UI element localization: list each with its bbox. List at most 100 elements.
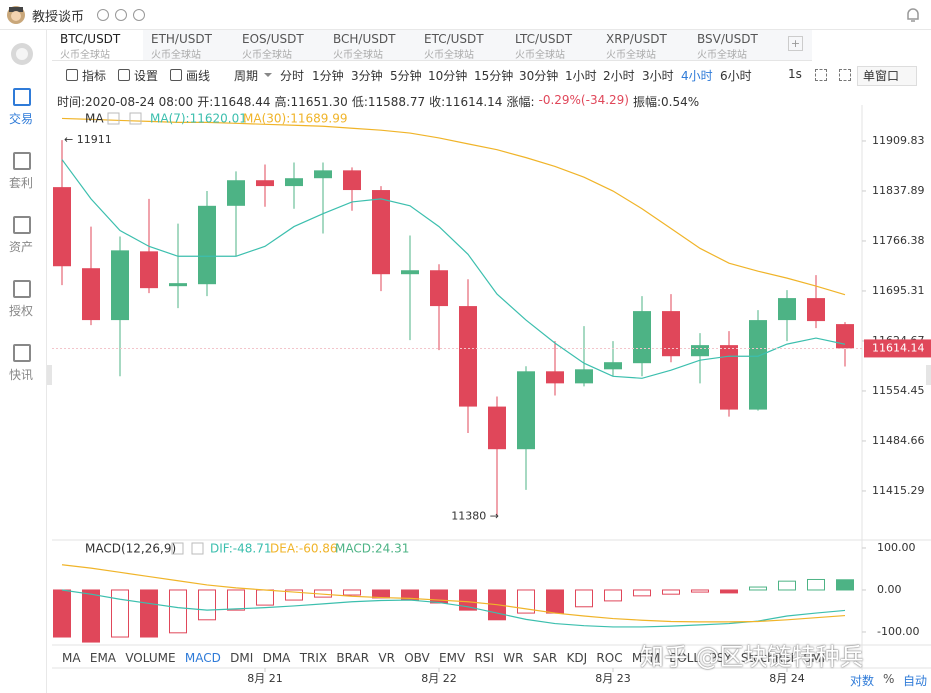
indicator-tab[interactable]: BRAR: [336, 651, 370, 665]
app-title: 教授谈币: [32, 10, 85, 25]
tab[interactable]: BTC/USDT 火币全球站: [52, 30, 143, 61]
indicator-tab[interactable]: MACD: [184, 651, 221, 665]
tab[interactable]: ETH/USDT 火币全球站: [143, 30, 234, 61]
tab-pair: XRP/USDT: [606, 32, 667, 46]
sidebar-label[interactable]: 授权: [9, 304, 34, 318]
indicator-tab[interactable]: DMI: [230, 651, 254, 665]
interval-button[interactable]: 3小时: [642, 69, 674, 83]
indicator-tab[interactable]: ROC: [596, 651, 623, 665]
candle-body: [198, 205, 216, 285]
tool-icon[interactable]: [170, 69, 182, 81]
indicator-tab[interactable]: SAR: [532, 651, 558, 665]
macd-bar: [575, 589, 593, 608]
macd-bar: [343, 589, 361, 596]
y-tick-label: 11415.29: [872, 484, 925, 497]
interval-button[interactable]: 1分钟: [312, 69, 344, 83]
interval-button[interactable]: 1小时: [565, 69, 597, 83]
sidebar-icon[interactable]: [13, 344, 31, 362]
sidebar-label[interactable]: 资产: [9, 240, 34, 254]
indicator-tab[interactable]: SMI: [803, 651, 826, 665]
add-tab[interactable]: +: [788, 36, 803, 51]
tab-pair: BTC/USDT: [60, 32, 121, 46]
interval-button[interactable]: 3分钟: [351, 69, 383, 83]
window-select[interactable]: [857, 66, 917, 86]
interval-button[interactable]: 分时: [280, 69, 305, 83]
indicator-tab[interactable]: MA: [62, 651, 81, 665]
indicator-tab[interactable]: KDJ: [566, 651, 588, 665]
indicator-tab[interactable]: RSI: [474, 651, 494, 665]
indicator-tab[interactable]: OBV: [404, 651, 430, 665]
candle-body: [82, 268, 100, 321]
last-price-tag: [864, 339, 931, 358]
tab[interactable]: BSV/USDT 火币全球站: [689, 30, 780, 61]
sidebar-label[interactable]: 交易: [9, 112, 34, 126]
candle-body: [662, 311, 680, 357]
axis-option[interactable]: 自动: [903, 674, 928, 688]
candle-body: [343, 170, 361, 191]
sidebar: 交易套利资产授权快讯: [0, 30, 47, 693]
toolbar-icon[interactable]: [815, 69, 827, 81]
sidebar-icon[interactable]: [13, 152, 31, 170]
legend-item: MACD:24.31: [335, 542, 409, 556]
interval-button[interactable]: 15分钟: [474, 69, 514, 83]
info-item: 开:11648.44: [197, 95, 271, 109]
indicator-tab[interactable]: EMV: [439, 651, 466, 665]
tab[interactable]: EOS/USDT 火币全球站: [234, 30, 325, 61]
y-tick-label: 0.00: [877, 583, 902, 596]
interval-button[interactable]: 5分钟: [390, 69, 422, 83]
axis-option[interactable]: %: [883, 672, 895, 686]
candle-body: [633, 311, 651, 364]
legend-icon: [129, 112, 142, 125]
tab[interactable]: LTC/USDT 火币全球站: [507, 30, 598, 61]
interval-button[interactable]: 4小时: [681, 69, 713, 83]
sidebar-icon[interactable]: [13, 280, 31, 298]
sidebar-label[interactable]: 快讯: [9, 368, 34, 382]
sidebar-label[interactable]: 套利: [9, 176, 34, 190]
tab[interactable]: ETC/USDT 火币全球站: [416, 30, 507, 61]
bell-icon[interactable]: [904, 6, 922, 24]
tool-icon[interactable]: [66, 69, 78, 81]
interval-button[interactable]: 6小时: [720, 69, 752, 83]
period-label[interactable]: 周期: [234, 69, 259, 83]
window-label[interactable]: 单窗口: [863, 69, 900, 83]
sidebar-icon[interactable]: [13, 88, 31, 106]
tab[interactable]: XRP/USDT 火币全球站: [598, 30, 689, 61]
indicator-tab[interactable]: BOLL: [669, 651, 701, 665]
tool-icon[interactable]: [118, 69, 130, 81]
indicator-tab[interactable]: DMA: [262, 651, 291, 665]
avatar[interactable]: [6, 5, 26, 25]
tab[interactable]: BCH/USDT 火币全球站: [325, 30, 416, 61]
macd-bar: [691, 589, 709, 593]
ma-line: [61, 159, 846, 379]
axis-option[interactable]: 对数: [850, 674, 875, 688]
tool-button[interactable]: 画线: [186, 69, 211, 83]
tab-pair: ETC/USDT: [424, 32, 484, 46]
interval-button[interactable]: 10分钟: [428, 69, 468, 83]
indicator-tab[interactable]: PSY: [709, 651, 732, 665]
indicator-tab[interactable]: StochRSI: [740, 651, 795, 665]
header-icons[interactable]: [97, 8, 149, 22]
indicator-tab[interactable]: MTM: [631, 651, 660, 665]
indicator-tab[interactable]: WR: [503, 651, 524, 665]
interval-button[interactable]: 30分钟: [519, 69, 559, 83]
collapse-handle[interactable]: [926, 365, 931, 385]
logo[interactable]: [10, 42, 34, 66]
period-caret: [264, 73, 272, 81]
refresh-rate[interactable]: 1s: [788, 67, 802, 81]
tool-button[interactable]: 设置: [134, 69, 159, 83]
toolbar-icon[interactable]: [839, 69, 851, 81]
collapse-handle[interactable]: [47, 365, 52, 385]
macd-bar: [662, 589, 680, 595]
indicator-tab[interactable]: EMA: [89, 651, 117, 665]
indicator-tab[interactable]: VOLUME: [125, 651, 176, 665]
candle-body: [575, 369, 593, 384]
legend-item: DIF:-48.71: [210, 542, 271, 556]
y-tick-label: 11554.45: [872, 384, 925, 397]
y-tick-label: -100.00: [877, 625, 919, 638]
indicator-tab[interactable]: TRIX: [299, 651, 328, 665]
interval-button[interactable]: 2小时: [603, 69, 635, 83]
sidebar-icon[interactable]: [13, 216, 31, 234]
indicator-tab[interactable]: VR: [378, 651, 395, 665]
tool-button[interactable]: 指标: [82, 69, 107, 83]
